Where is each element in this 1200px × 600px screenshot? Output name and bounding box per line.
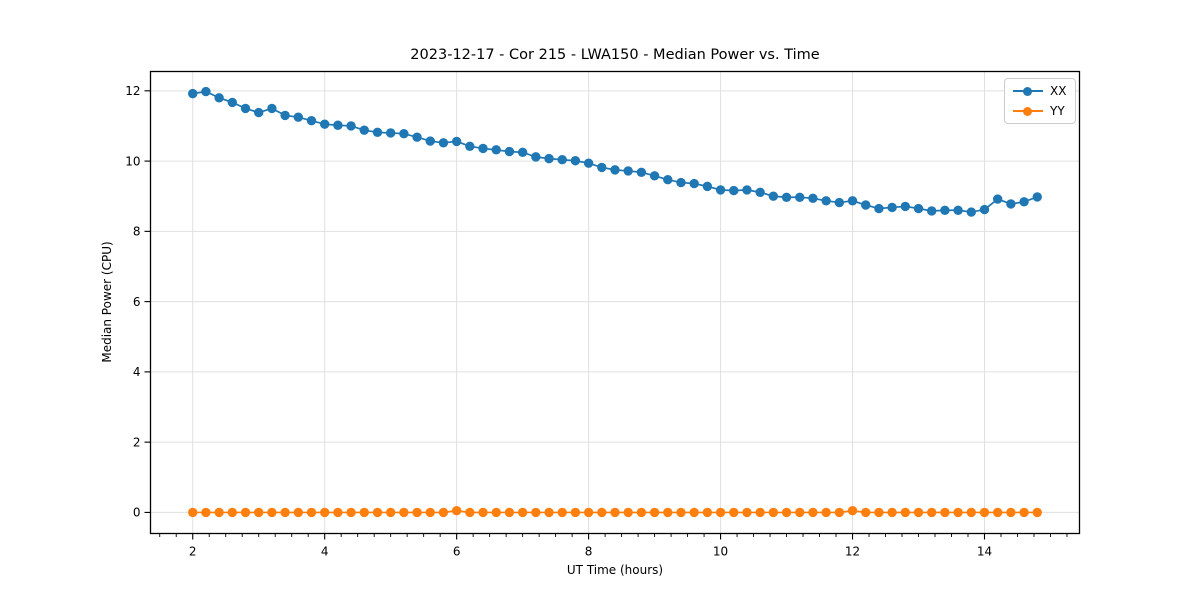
legend-item-yy: YY	[1013, 105, 1066, 117]
plot-border	[149, 70, 1081, 535]
y-tick-label: 8	[133, 225, 141, 239]
x-tick-label: 12	[845, 545, 860, 559]
x-tick-label: 8	[585, 545, 593, 559]
y-tick-label: 12	[125, 84, 140, 98]
y-axis: 0 2 4 6 8 10 12	[125, 84, 151, 520]
y-tick-label: 0	[133, 506, 141, 520]
legend-label-xx: XX	[1050, 84, 1067, 98]
y-tick-label: 2	[133, 435, 141, 449]
y-axis-label: Median Power (CPU)	[100, 241, 114, 363]
legend: XX YY	[1004, 78, 1077, 124]
x-tick-label: 6	[453, 545, 461, 559]
legend-label-yy: YY	[1050, 104, 1065, 118]
x-tick-label: 2	[189, 545, 197, 559]
x-tick-label: 14	[977, 545, 992, 559]
chart-title: 2023-12-17 - Cor 215 - LWA150 - Median P…	[410, 47, 820, 63]
y-tick-label: 4	[133, 365, 141, 379]
series-yy	[188, 505, 1042, 518]
legend-marker-yy-icon	[1013, 106, 1043, 116]
x-axis: 2 4 6 8 10 12 14	[159, 533, 1068, 559]
legend-marker-xx-icon	[1013, 86, 1043, 96]
y-tick-label: 10	[125, 154, 140, 168]
x-axis-label: UT Time (hours)	[566, 563, 664, 577]
y-tick-label: 6	[133, 295, 141, 309]
series-xx	[188, 86, 1042, 217]
grid	[150, 71, 1080, 534]
legend-item-xx: XX	[1013, 85, 1066, 97]
x-tick-label: 10	[713, 545, 728, 559]
x-tick-label: 4	[321, 545, 329, 559]
